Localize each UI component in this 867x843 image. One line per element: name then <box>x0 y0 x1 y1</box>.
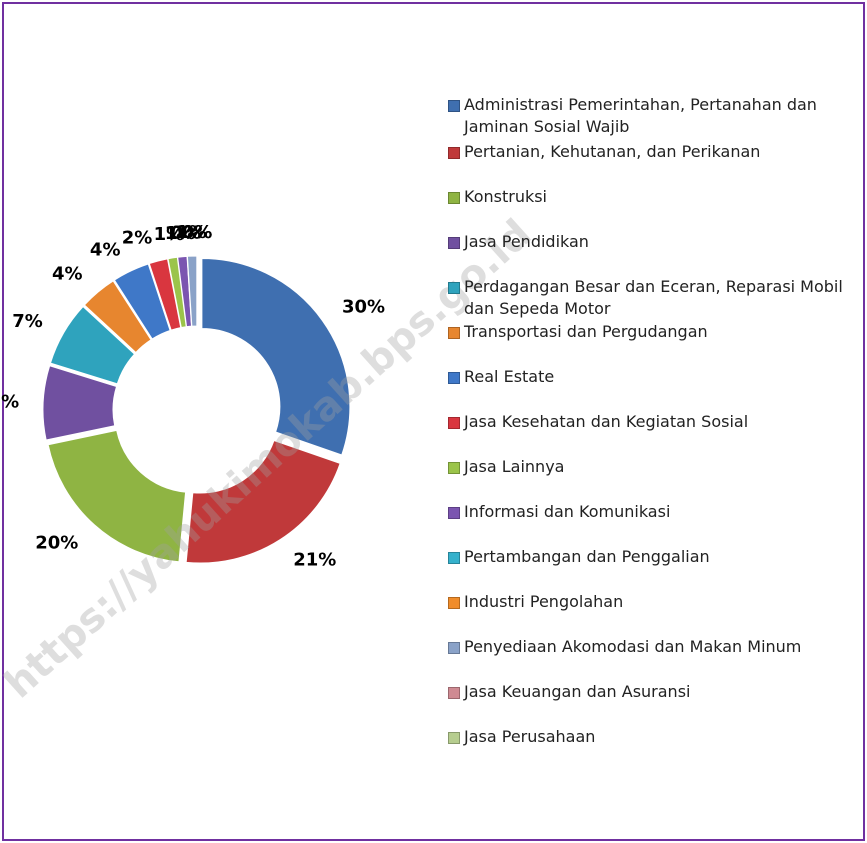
data-label: 2% <box>122 228 153 249</box>
legend-item: Pertanian, Kehutanan, dan Perikanan <box>448 141 848 163</box>
legend-swatch <box>448 237 460 249</box>
legend-swatch <box>448 507 460 519</box>
legend-label: Jasa Keuangan dan Asuransi <box>464 682 691 701</box>
legend-swatch <box>448 597 460 609</box>
legend-item: Konstruksi <box>448 186 848 208</box>
slice <box>42 365 118 441</box>
legend-item: Jasa Lainnya <box>448 456 848 478</box>
legend-item: Jasa Pendidikan <box>448 231 848 253</box>
legend-label: Penyediaan Akomodasi dan Makan Minum <box>464 637 802 656</box>
data-label: 30% <box>342 297 385 318</box>
slice <box>186 255 198 327</box>
legend-label: Informasi dan Komunikasi <box>464 502 671 521</box>
legend-swatch <box>448 282 460 294</box>
slice <box>83 280 152 354</box>
legend-swatch <box>448 732 460 744</box>
legend-swatch <box>448 372 460 384</box>
data-label: 21% <box>293 550 336 571</box>
legend-label: Jasa Pendidikan <box>464 232 589 251</box>
data-label: 0% <box>182 222 213 243</box>
data-label: 7% <box>12 311 43 332</box>
data-label: 1% <box>154 224 185 245</box>
slice <box>185 439 341 564</box>
legend-item: Jasa Perusahaan <box>448 726 848 748</box>
legend-item: Transportasi dan Pergudangan <box>448 321 848 343</box>
legend-label: Perdagangan Besar dan Eceran, Reparasi M… <box>464 277 843 318</box>
legend-item: Informasi dan Komunikasi <box>448 501 848 523</box>
legend-label: Konstruksi <box>464 187 547 206</box>
legend-item: Jasa Keuangan dan Asuransi <box>448 681 848 703</box>
legend-swatch <box>448 642 460 654</box>
data-label: 4% <box>90 239 121 260</box>
legend-swatch <box>448 687 460 699</box>
legend-label: Industri Pengolahan <box>464 592 624 611</box>
legend-label: Pertambangan dan Penggalian <box>464 547 710 566</box>
data-label: 4% <box>52 264 83 285</box>
legend-item: Administrasi Pemerintahan, Pertanahan da… <box>448 94 848 138</box>
legend-item: Jasa Kesehatan dan Kegiatan Sosial <box>448 411 848 433</box>
legend-swatch <box>448 147 460 159</box>
data-label: 8% <box>0 392 19 413</box>
legend-swatch <box>448 192 460 204</box>
legend-item: Industri Pengolahan <box>448 591 848 613</box>
legend-item: Pertambangan dan Penggalian <box>448 546 848 568</box>
data-label: 0% <box>182 222 213 243</box>
legend-item: Real Estate <box>448 366 848 388</box>
data-label: 0% <box>170 222 201 243</box>
data-label: 1% <box>165 223 196 244</box>
legend-label: Transportasi dan Pergudangan <box>464 322 708 341</box>
legend-swatch <box>448 552 460 564</box>
legend-label: Administrasi Pemerintahan, Pertanahan da… <box>464 95 817 136</box>
slice <box>47 429 187 563</box>
legend-label: Real Estate <box>464 367 555 386</box>
legend-item: Perdagangan Besar dan Eceran, Reparasi M… <box>448 276 848 320</box>
legend-label: Jasa Lainnya <box>464 457 565 476</box>
data-label: 0% <box>170 222 201 243</box>
legend-swatch <box>448 417 460 429</box>
legend-label: Jasa Kesehatan dan Kegiatan Sosial <box>464 412 749 431</box>
legend-label: Jasa Perusahaan <box>464 727 596 746</box>
slice <box>201 258 351 456</box>
data-label: 20% <box>35 533 78 554</box>
slice <box>49 305 136 385</box>
legend-label: Pertanian, Kehutanan, dan Perikanan <box>464 142 761 161</box>
data-label: 1% <box>176 222 207 243</box>
legend-swatch <box>448 462 460 474</box>
legend-item: Penyediaan Akomodasi dan Makan Minum <box>448 636 848 658</box>
slice <box>113 263 171 340</box>
legend-swatch <box>448 100 460 112</box>
slice <box>148 258 182 331</box>
legend-swatch <box>448 327 460 339</box>
